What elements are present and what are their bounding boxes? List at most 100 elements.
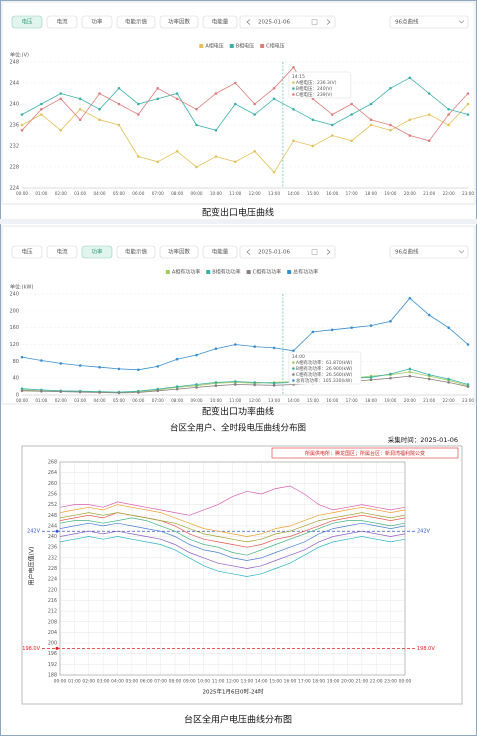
calendar-icon (311, 249, 318, 255)
date-picker[interactable] (239, 15, 336, 29)
curve-select[interactable] (389, 245, 469, 259)
x-tick-label: 00:00 (16, 191, 28, 196)
data-point (427, 377, 431, 381)
data-point (408, 76, 412, 80)
data-point (447, 326, 450, 329)
tab-button[interactable] (11, 15, 43, 29)
x-tick-label: 03:00 (74, 398, 86, 403)
chart: 单位:(V) 224 228 232 236 240 244 248 00:00 01:00 02:… (9, 43, 474, 197)
x-tick-label: 08:00 (171, 398, 183, 403)
data-point (59, 128, 63, 132)
tab-button[interactable] (81, 15, 113, 29)
legend-label: B相有功功率 (212, 269, 240, 276)
data-point (427, 313, 431, 317)
series-line (59, 517, 406, 556)
tab-button[interactable] (202, 245, 238, 259)
data-point (40, 113, 43, 116)
tab-button[interactable] (159, 245, 199, 259)
y-tick-label: 232 (48, 555, 57, 561)
x-tick-label: 16:00 (326, 191, 338, 196)
x-axis-label: 2025年1月6日0时-24时 (203, 688, 264, 696)
data-point (330, 113, 334, 116)
y-tick-label: 256 (48, 491, 57, 497)
data-point (20, 128, 24, 132)
data-point (175, 149, 179, 153)
data-point (466, 385, 470, 388)
data-point (427, 373, 431, 377)
x-tick-label: 22:00 (443, 191, 455, 196)
tab-button[interactable] (11, 245, 43, 259)
tab-button[interactable] (46, 15, 78, 29)
curve-select[interactable] (389, 15, 469, 29)
data-point (78, 107, 82, 111)
data-point (408, 296, 412, 300)
legend-swatch (165, 270, 170, 274)
series-line (59, 522, 406, 561)
tab-label: 电流 (56, 248, 68, 256)
data-point (253, 113, 256, 116)
y-tick-label: 188 (48, 673, 57, 679)
legend-swatch (206, 270, 211, 274)
data-point (175, 387, 179, 391)
data-point (98, 92, 101, 95)
reference-marker (55, 529, 59, 533)
tooltip-line: 总有功功率：105.330(kW) (296, 377, 352, 384)
data-point (117, 391, 121, 395)
y-tick-label: 232 (9, 144, 19, 150)
data-point (234, 102, 237, 106)
data-point (214, 347, 218, 351)
caption: 配变出口电压曲线 (202, 207, 274, 219)
data-point (447, 381, 450, 384)
data-point (447, 123, 450, 127)
x-tick-label: 06:00 (132, 398, 144, 403)
tab-button[interactable] (81, 245, 113, 259)
x-tick-label: 18:00 (365, 398, 377, 403)
tab-button[interactable] (116, 245, 156, 259)
y-tick-label: 120 (9, 342, 19, 348)
x-tick-label: 19:00 (384, 191, 396, 196)
date-text: 2025-01-06 (258, 20, 290, 26)
plot-frame (59, 461, 406, 676)
x-tick-label: 11:00 (212, 679, 225, 685)
data-point (78, 118, 82, 122)
x-tick-label: 18:00 (365, 191, 377, 196)
data-point (466, 102, 470, 106)
data-point (195, 123, 198, 127)
chart: 188 192 196 200 204 208 212 216 220 224 228 232 236 2… (22, 460, 435, 685)
tab-button[interactable] (202, 15, 238, 29)
tab-button[interactable] (159, 15, 199, 29)
data-point (234, 380, 237, 383)
data-point (427, 113, 431, 116)
data-point (272, 86, 276, 90)
series-line (59, 536, 406, 577)
date-picker[interactable] (239, 245, 336, 259)
data-point (175, 357, 179, 361)
data-point (214, 155, 218, 158)
x-tick-label: 15:00 (307, 191, 319, 196)
data-point (20, 123, 24, 127)
y-tick-label: 240 (9, 292, 19, 298)
reference-label: 198.0V (22, 646, 40, 652)
tab-label: 功率 (91, 248, 103, 256)
y-tick-label: 192 (48, 662, 57, 668)
panel-distribution (21, 445, 463, 705)
legend-label: B相电压 (236, 43, 254, 50)
data-point (195, 383, 198, 386)
y-tick-label: 236 (48, 545, 57, 551)
data-point (137, 113, 140, 116)
data-point (175, 92, 179, 95)
tab-button[interactable] (116, 15, 156, 29)
tab-button[interactable] (46, 245, 78, 259)
data-point (427, 139, 431, 143)
series-line (21, 77, 469, 131)
y-tick-label: 244 (48, 523, 57, 529)
x-tick-label: 20:00 (404, 191, 416, 196)
y-tick-label: 264 (48, 470, 57, 476)
data-point (253, 102, 256, 106)
x-tick-label: 14:00 (255, 679, 268, 685)
data-point (195, 386, 198, 389)
tab-label: 电能量 (212, 18, 229, 26)
data-point (117, 102, 121, 106)
x-tick-label: 20:00 (404, 398, 416, 403)
legend-swatch (246, 270, 251, 274)
